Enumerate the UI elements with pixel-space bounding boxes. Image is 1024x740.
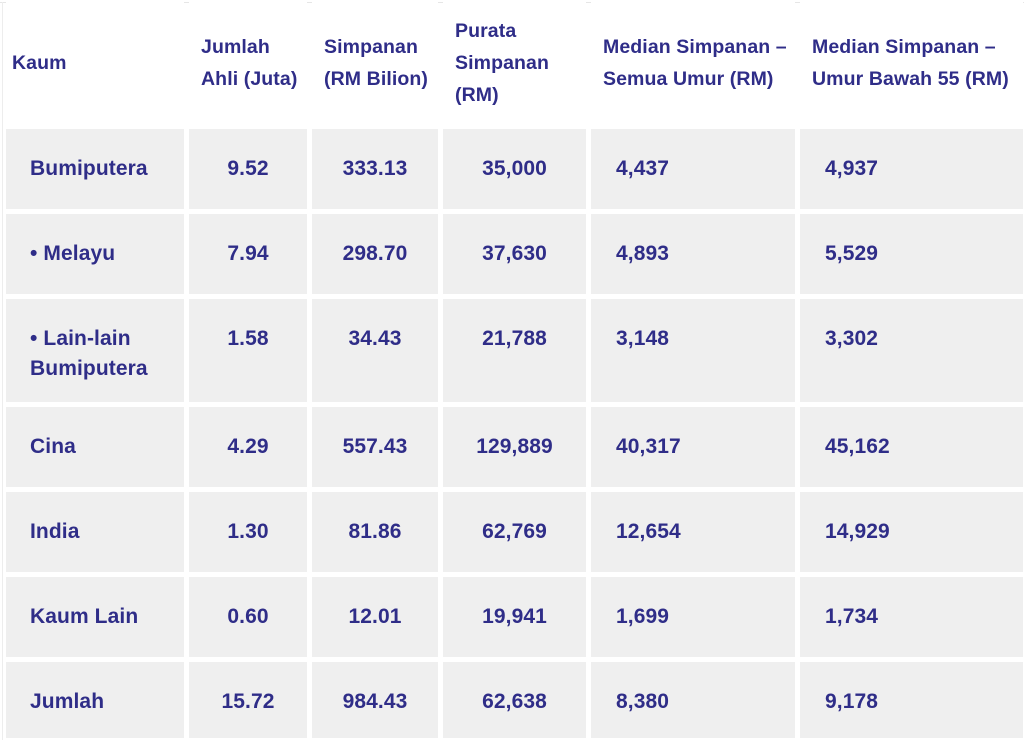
value-cell: 557.43 <box>312 407 438 487</box>
row-label-cell: Kaum Lain <box>6 577 184 657</box>
value-cell: 3,302 <box>800 299 1023 402</box>
value-cell: 62,769 <box>443 492 586 572</box>
value-cell: 4,437 <box>591 129 795 209</box>
value-cell: 12.01 <box>312 577 438 657</box>
value-cell: 8,380 <box>591 662 795 738</box>
value-cell: 1.58 <box>189 299 307 402</box>
value-cell: 1.30 <box>189 492 307 572</box>
column-header-kaum: Kaum <box>6 2 184 124</box>
value-cell: 12,654 <box>591 492 795 572</box>
value-cell: 5,529 <box>800 214 1023 294</box>
value-cell: 14,929 <box>800 492 1023 572</box>
value-cell: 7.94 <box>189 214 307 294</box>
value-cell: 45,162 <box>800 407 1023 487</box>
value-cell: 4.29 <box>189 407 307 487</box>
value-cell: 37,630 <box>443 214 586 294</box>
value-cell: 4,937 <box>800 129 1023 209</box>
column-header-median-bawah-55: Median Simpanan – Umur Bawah 55 (RM) <box>800 2 1023 124</box>
value-cell: 62,638 <box>443 662 586 738</box>
value-cell: 9.52 <box>189 129 307 209</box>
row-label-cell: Bumiputera <box>6 129 184 209</box>
value-cell: 333.13 <box>312 129 438 209</box>
row-label-cell: Cina <box>6 407 184 487</box>
column-header-purata-simpanan: Purata Simpanan (RM) <box>443 2 586 124</box>
value-cell: 9,178 <box>800 662 1023 738</box>
value-cell: 21,788 <box>443 299 586 402</box>
value-cell: 15.72 <box>189 662 307 738</box>
row-label-cell: India <box>6 492 184 572</box>
column-header-jumlah-ahli: Jumlah Ahli (Juta) <box>189 2 307 124</box>
value-cell: 81.86 <box>312 492 438 572</box>
column-header-simpanan: Simpanan (RM Bilion) <box>312 2 438 124</box>
value-cell: 1,734 <box>800 577 1023 657</box>
value-cell: 129,889 <box>443 407 586 487</box>
row-label-cell: Jumlah <box>6 662 184 738</box>
column-header-median-semua: Median Simpanan – Semua Umur (RM) <box>591 2 795 124</box>
value-cell: 40,317 <box>591 407 795 487</box>
value-cell: 298.70 <box>312 214 438 294</box>
row-label-cell: • Melayu <box>6 214 184 294</box>
value-cell: 34.43 <box>312 299 438 402</box>
value-cell: 4,893 <box>591 214 795 294</box>
table-left-border <box>2 2 3 740</box>
row-label-cell: • Lain-lain Bumiputera <box>6 299 184 402</box>
value-cell: 35,000 <box>443 129 586 209</box>
value-cell: 984.43 <box>312 662 438 738</box>
value-cell: 0.60 <box>189 577 307 657</box>
value-cell: 1,699 <box>591 577 795 657</box>
value-cell: 3,148 <box>591 299 795 402</box>
value-cell: 19,941 <box>443 577 586 657</box>
